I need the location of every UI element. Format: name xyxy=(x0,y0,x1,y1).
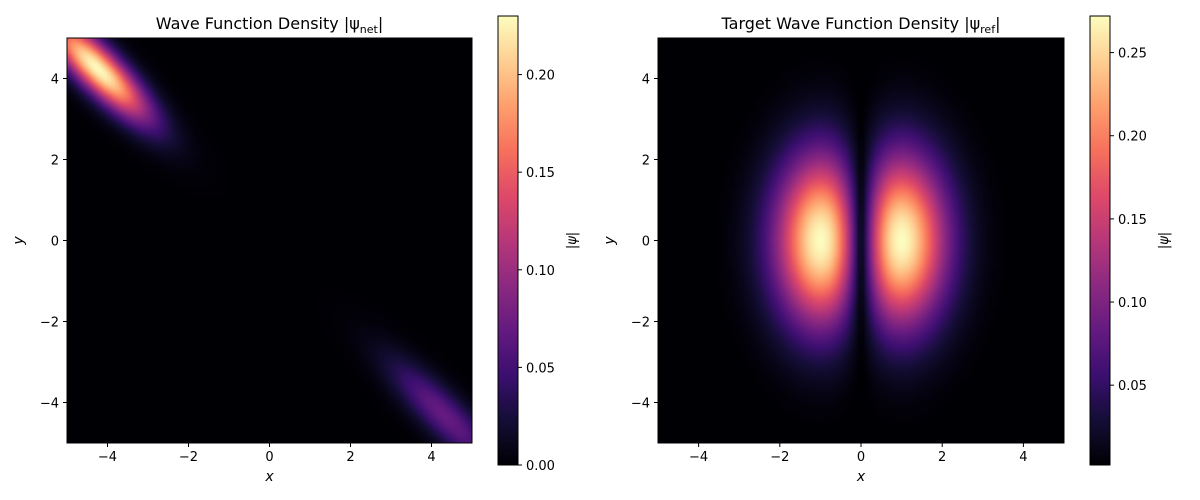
y-tick-label: 2 xyxy=(642,154,650,169)
x-tick-label: 4 xyxy=(427,450,435,465)
chart-title: Target Wave Function Density |ψref| xyxy=(721,14,1001,36)
x-axis-label: x xyxy=(856,469,866,485)
colorbar xyxy=(1089,15,1111,466)
x-tick-label: 4 xyxy=(1019,450,1027,465)
colorbar-tick-label: 0.15 xyxy=(526,166,555,181)
x-tick-label: 0 xyxy=(857,450,865,465)
colorbar-label: |ψ| xyxy=(565,232,580,249)
y-tick-label: 2 xyxy=(51,154,59,169)
colorbar-tick-label: 0.20 xyxy=(526,69,555,84)
y-tick-label: 0 xyxy=(642,235,650,250)
heatmap-image xyxy=(658,38,1064,443)
x-tick-label: −4 xyxy=(98,450,117,465)
right-panel: −4 −2 0 2 4 −4 −2 0 2 4 x y Target Wave Function Den… xyxy=(602,14,1172,485)
colorbar-tick-label: 0.10 xyxy=(1118,296,1147,311)
y-tick-label: −2 xyxy=(40,316,59,331)
colorbar-tick-label: 0.15 xyxy=(1118,213,1147,228)
x-tick-label: 2 xyxy=(346,450,354,465)
y-tick-label: −4 xyxy=(631,397,650,412)
y-tick-label: 4 xyxy=(642,73,650,88)
y-axis-label: y xyxy=(11,236,27,246)
colorbar xyxy=(497,15,519,466)
y-tick-label: 4 xyxy=(51,73,59,88)
x-tick-label: 2 xyxy=(938,450,946,465)
y-tick-label: −2 xyxy=(631,316,650,331)
y-axis-label: y xyxy=(602,236,618,246)
colorbar-tick-label: 0.20 xyxy=(1118,130,1147,145)
heatmap-image xyxy=(67,38,472,443)
colorbar-tick-label: 0.00 xyxy=(526,459,555,474)
colorbar-tick-label: 0.25 xyxy=(1118,47,1147,62)
left-panel: −4 −2 0 2 4 −4 −2 0 2 4 x y Wave Function Density |ψ… xyxy=(11,14,580,485)
colorbar-tick-label: 0.05 xyxy=(1118,379,1147,394)
chart-title: Wave Function Density |ψnet| xyxy=(156,14,383,36)
x-tick-label: −4 xyxy=(689,450,708,465)
x-axis-label: x xyxy=(264,469,274,485)
y-tick-label: −4 xyxy=(40,397,59,412)
colorbar-label: |ψ| xyxy=(1157,232,1172,249)
colorbar-tick-label: 0.05 xyxy=(526,361,555,376)
y-tick-label: 0 xyxy=(51,235,59,250)
colorbar-tick-label: 0.10 xyxy=(526,264,555,279)
x-tick-label: 0 xyxy=(265,450,273,465)
x-tick-label: −2 xyxy=(770,450,789,465)
x-tick-label: −2 xyxy=(179,450,198,465)
